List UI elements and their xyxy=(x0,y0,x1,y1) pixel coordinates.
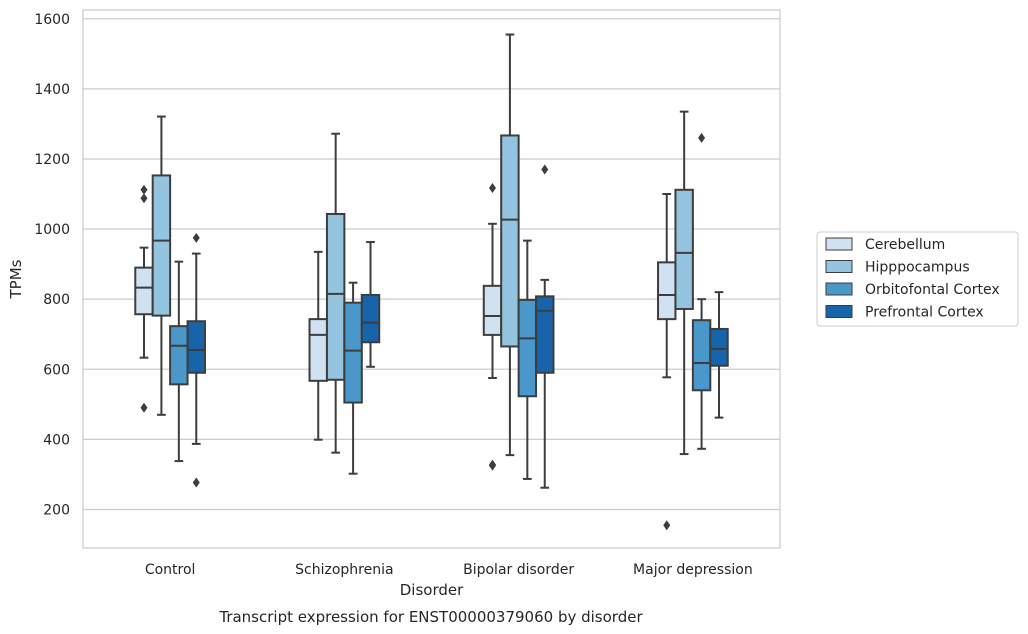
x-axis-ticks: Control Schizophrenia Bipolar disorder Majo… xyxy=(145,562,753,578)
box-orbitofontal-cortex-0 xyxy=(169,260,189,463)
outlier-point xyxy=(488,183,496,194)
legend: Cerebellum Hipppocampus Orbitofontal Corte… xyxy=(816,231,1019,327)
y-axis-title: TPMs xyxy=(7,259,25,299)
box-cerebellum-3 xyxy=(657,193,677,531)
box-cerebellum-1 xyxy=(308,250,328,441)
outlier-point xyxy=(140,402,148,413)
box-hipppocampus-3 xyxy=(674,110,694,456)
outlier-point xyxy=(192,232,200,243)
box-iqr xyxy=(535,295,555,374)
box-plot-boxes xyxy=(134,33,729,531)
box-iqr xyxy=(360,293,381,344)
box-hipppocampus-0 xyxy=(151,115,172,416)
box-iqr xyxy=(517,298,538,398)
box-iqr xyxy=(186,320,206,374)
box-orbitofontal-cortex-1 xyxy=(343,281,363,475)
box-iqr xyxy=(500,134,520,348)
box-prefrontal-cortex-3 xyxy=(709,291,729,419)
x-tick-label: Bipolar disorder xyxy=(463,562,574,578)
outlier-point xyxy=(140,184,148,195)
legend-label: Orbitofontal Cortex xyxy=(865,282,1000,298)
box-cerebellum-0 xyxy=(134,184,154,413)
legend-swatch xyxy=(825,237,853,251)
plot-frame xyxy=(82,9,781,549)
legend-label: Cerebellum xyxy=(865,237,945,253)
y-tick-label: 200 xyxy=(43,502,70,518)
legend-swatch xyxy=(825,305,853,318)
legend-swatch xyxy=(825,260,853,273)
box-iqr xyxy=(674,188,694,310)
chart-caption: Transcript expression for ENST0000037906… xyxy=(218,608,643,626)
y-tick-label: 400 xyxy=(43,432,70,448)
box-iqr xyxy=(308,318,328,382)
box-cerebellum-2 xyxy=(482,183,503,471)
outlier-point xyxy=(488,460,496,471)
box-prefrontal-cortex-1 xyxy=(360,241,381,368)
outlier-point xyxy=(698,132,706,143)
box-iqr xyxy=(482,284,503,336)
y-tick-label: 1600 xyxy=(34,12,70,28)
box-prefrontal-cortex-0 xyxy=(186,232,206,488)
y-tick-label: 600 xyxy=(43,362,70,378)
y-tick-label: 1400 xyxy=(34,82,70,98)
outlier-point xyxy=(541,164,549,175)
y-tick-label: 1200 xyxy=(34,152,70,168)
y-tick-label: 1000 xyxy=(34,222,70,238)
outlier-point xyxy=(140,193,148,204)
box-hipppocampus-2 xyxy=(500,33,520,457)
outlier-point xyxy=(663,520,671,531)
x-tick-label: Schizophrenia xyxy=(295,562,393,578)
box-prefrontal-cortex-2 xyxy=(535,164,555,489)
box-iqr xyxy=(709,327,729,367)
box-hipppocampus-1 xyxy=(325,132,346,454)
x-tick-label: Major depression xyxy=(633,562,753,578)
legend-swatch xyxy=(825,282,853,296)
outlier-point xyxy=(192,477,200,488)
box-iqr xyxy=(343,301,363,404)
box-iqr xyxy=(151,174,172,317)
x-axis-title: Disorder xyxy=(400,581,464,599)
box-iqr xyxy=(169,325,189,386)
box-orbitofontal-cortex-2 xyxy=(517,239,538,480)
legend-frame xyxy=(816,231,1019,327)
box-iqr xyxy=(657,261,677,321)
y-tick-label: 800 xyxy=(43,292,70,308)
box-iqr xyxy=(134,266,154,316)
box-orbitofontal-cortex-3 xyxy=(691,132,712,450)
y-axis-ticks: 200 400 600 800 1000 1200 1400 1600 xyxy=(34,12,70,519)
legend-label: Prefrontal Cortex xyxy=(865,305,984,321)
x-tick-label: Control xyxy=(145,562,196,578)
legend-label: Hipppocampus xyxy=(865,260,970,276)
box-iqr xyxy=(325,212,346,381)
box-iqr xyxy=(691,319,712,392)
